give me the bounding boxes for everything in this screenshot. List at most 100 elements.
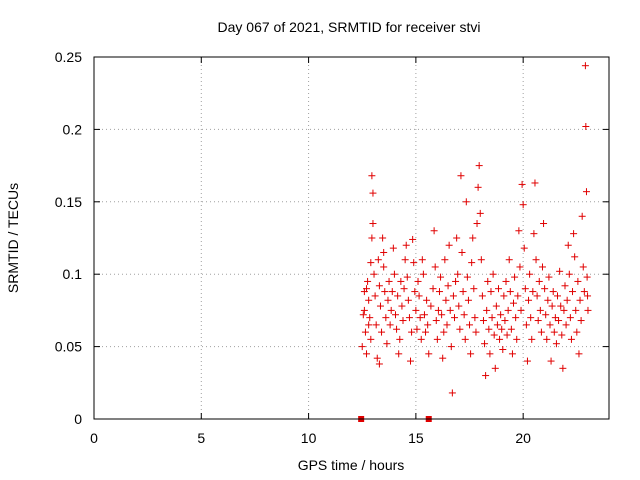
data-point: [408, 328, 416, 336]
data-point: [529, 288, 537, 296]
data-point: [565, 270, 573, 278]
data-point: [577, 317, 585, 325]
data-point: [550, 328, 558, 336]
data-point: [410, 259, 418, 267]
data-point: [440, 328, 448, 336]
data-point: [389, 244, 397, 252]
data-point: [523, 357, 531, 365]
data-point: [557, 302, 565, 310]
data-point: [460, 311, 468, 319]
data-point: [379, 234, 387, 242]
y-tick-label: 0.2: [63, 121, 83, 137]
data-point: [464, 296, 472, 304]
data-point: [515, 227, 523, 235]
data-point: [576, 296, 584, 304]
data-point: [446, 306, 454, 314]
data-point: [370, 270, 378, 278]
data-point: [411, 288, 419, 296]
data-point: [493, 321, 501, 329]
y-tick-label: 0.05: [55, 339, 82, 355]
data-point: [572, 306, 580, 314]
data-point: [367, 259, 375, 267]
data-point: [508, 350, 516, 358]
data-point: [562, 321, 570, 329]
data-point: [373, 354, 381, 362]
data-point: [549, 288, 557, 296]
data-point: [472, 328, 480, 336]
data-point: [386, 321, 394, 329]
data-point: [571, 253, 579, 261]
data-point: [382, 314, 390, 322]
data-point: [474, 183, 482, 191]
x-tick-label: 15: [408, 430, 424, 446]
data-point: [532, 256, 540, 264]
data-point: [445, 241, 453, 249]
data-point: [563, 296, 571, 304]
data-point: [467, 350, 475, 358]
data-point: [369, 220, 377, 228]
data-point: [478, 292, 486, 300]
data-point: [405, 314, 413, 322]
data-point: [492, 302, 500, 310]
data-point: [375, 360, 383, 368]
data-point: [543, 335, 551, 343]
data-point: [512, 314, 520, 322]
data-point: [486, 350, 494, 358]
data-point: [497, 311, 505, 319]
data-point: [429, 285, 437, 293]
x-tick-label: 0: [90, 430, 98, 446]
y-tick-label: 0: [74, 411, 82, 427]
data-point: [407, 357, 415, 365]
data-point: [583, 273, 591, 281]
data-point: [462, 198, 470, 206]
data-point: [487, 288, 495, 296]
data-point: [447, 343, 455, 351]
data-point: [425, 350, 433, 358]
data-point: [546, 321, 554, 329]
data-point: [457, 172, 465, 180]
data-point: [536, 306, 544, 314]
data-point: [449, 292, 457, 300]
data-point: [381, 288, 389, 296]
data-point: [388, 288, 396, 296]
data-point: [439, 354, 447, 362]
data-point: [540, 220, 548, 228]
plot-frame: [93, 56, 610, 420]
data-point: [561, 282, 569, 290]
data-point: [387, 306, 395, 314]
data-point: [535, 277, 543, 285]
data-point: [504, 306, 512, 314]
data-point: [479, 317, 487, 325]
data-point: [578, 212, 586, 220]
data-point: [383, 340, 391, 348]
axis-ticks: [93, 56, 609, 420]
data-point: [490, 331, 498, 339]
data-point: [541, 285, 549, 293]
data-point: [581, 62, 589, 70]
data-point: [547, 357, 555, 365]
data-point: [496, 335, 504, 343]
data-point: [372, 321, 380, 329]
data-point: [380, 248, 388, 256]
data-point: [416, 314, 424, 322]
data-point: [485, 325, 493, 333]
data-point: [556, 267, 564, 275]
chart-title: Day 067 of 2021, SRMTID for receiver stv…: [218, 19, 481, 35]
data-point: [361, 328, 369, 336]
data-point: [435, 288, 443, 296]
data-point: [384, 296, 392, 304]
data-point: [582, 188, 590, 196]
data-point: [453, 234, 461, 242]
data-point: [517, 306, 525, 314]
data-point: [364, 277, 372, 285]
data-point: [363, 350, 371, 358]
data-point: [584, 292, 592, 300]
data-point: [456, 325, 464, 333]
data-point: [528, 335, 536, 343]
data-point: [442, 296, 450, 304]
y-tick-label: 0.25: [55, 49, 82, 65]
data-point: [570, 230, 578, 238]
data-point: [483, 306, 491, 314]
data-point: [582, 123, 590, 131]
data-point: [514, 292, 522, 300]
